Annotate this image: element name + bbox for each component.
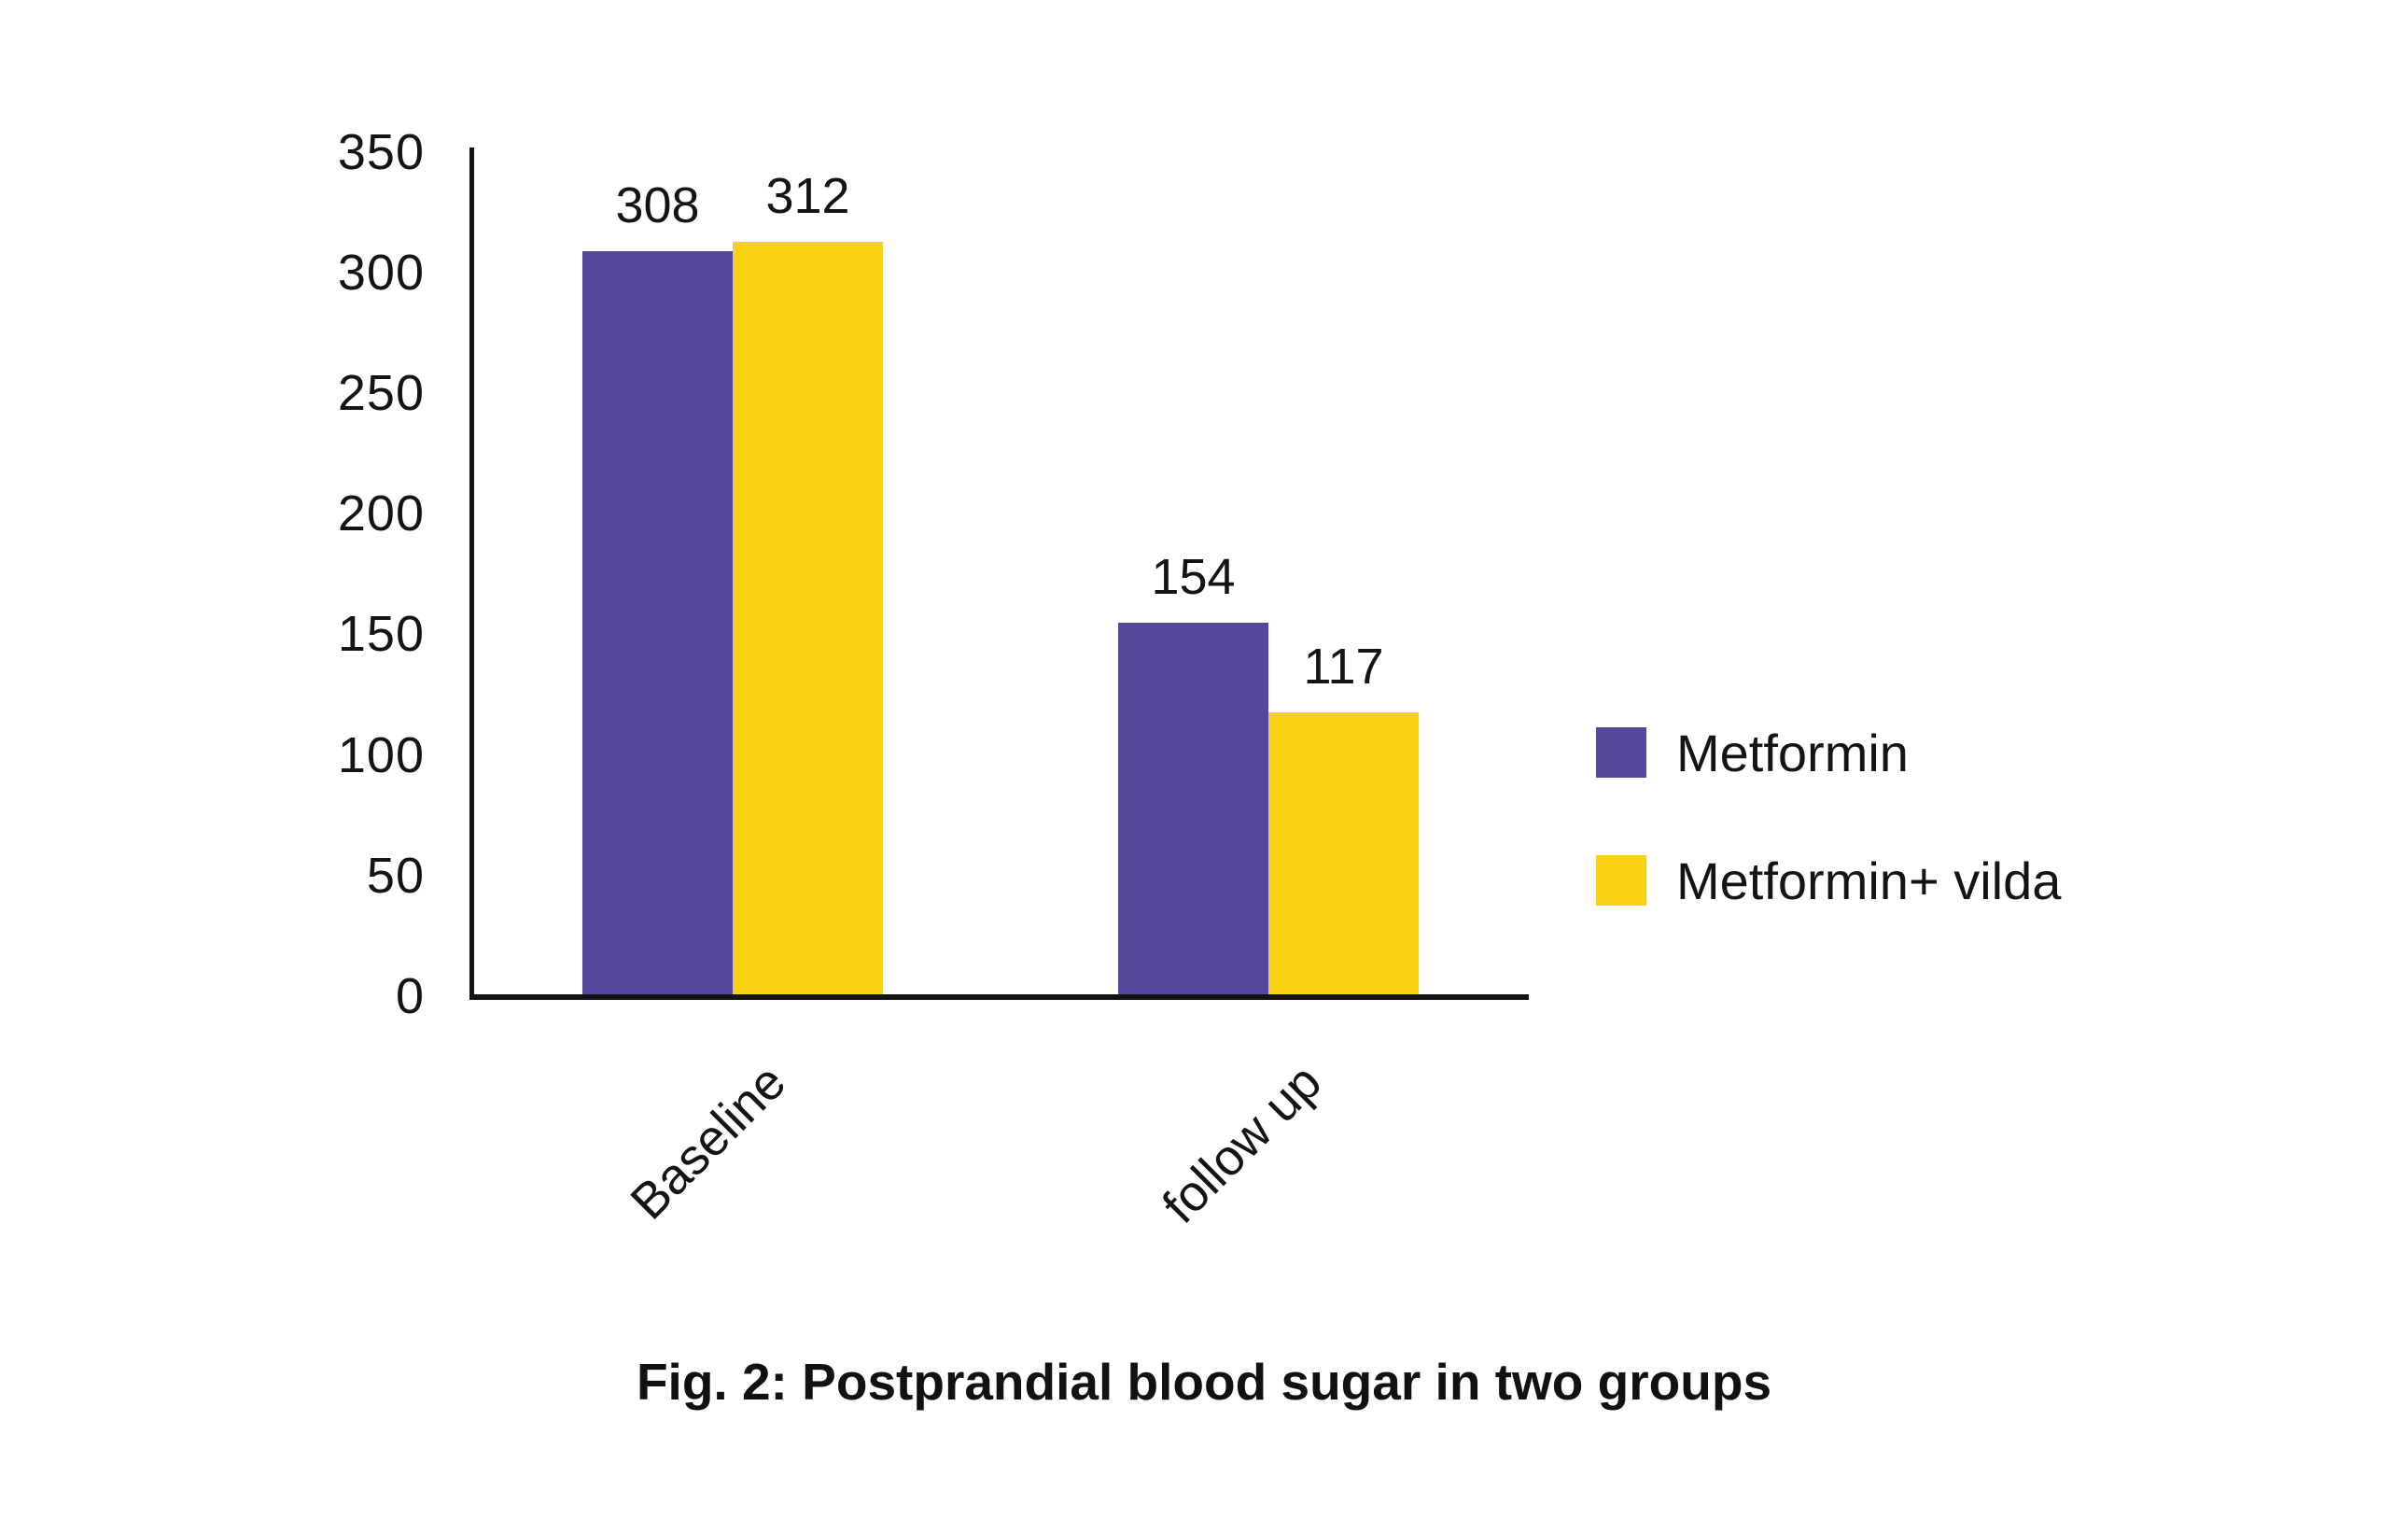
y-tick-label: 350 [337, 124, 425, 180]
bar-metformin-vilda-follow-up [1268, 712, 1419, 994]
legend-label: Metformin [1676, 723, 1909, 782]
y-tick-label: 150 [337, 606, 425, 662]
y-tick-label: 300 [337, 245, 425, 301]
y-tick-label: 250 [337, 365, 425, 421]
y-tick-label: 200 [337, 485, 425, 541]
bar-value-label: 154 [1151, 549, 1236, 605]
legend-swatch [1596, 727, 1646, 778]
y-tick-label: 100 [337, 727, 425, 783]
y-tick-label: 50 [366, 848, 425, 904]
bar-metformin-baseline [582, 251, 733, 994]
x-tick-label-baseline: Baseline [620, 1053, 797, 1231]
legend-item-metformin: Metformin [1596, 721, 1909, 784]
y-axis-line [469, 148, 474, 1000]
bar-metformin-follow-up [1118, 623, 1268, 994]
bar-value-label: 308 [615, 177, 700, 233]
x-tick-label-follow-up: follow up [1151, 1053, 1333, 1234]
y-tick-label: 0 [395, 968, 425, 1024]
bar-value-label: 117 [1303, 639, 1384, 695]
x-axis-line [469, 994, 1529, 1000]
legend-item-metformin-vilda: Metformin+ vilda [1596, 849, 2061, 912]
legend-label: Metformin+ vilda [1676, 851, 2062, 910]
bar-value-label: 312 [765, 168, 850, 224]
figure-caption: Fig. 2: Postprandial blood sugar in two … [636, 1353, 1772, 1411]
legend-swatch [1596, 855, 1646, 906]
bar-metformin-vilda-baseline [733, 242, 883, 994]
